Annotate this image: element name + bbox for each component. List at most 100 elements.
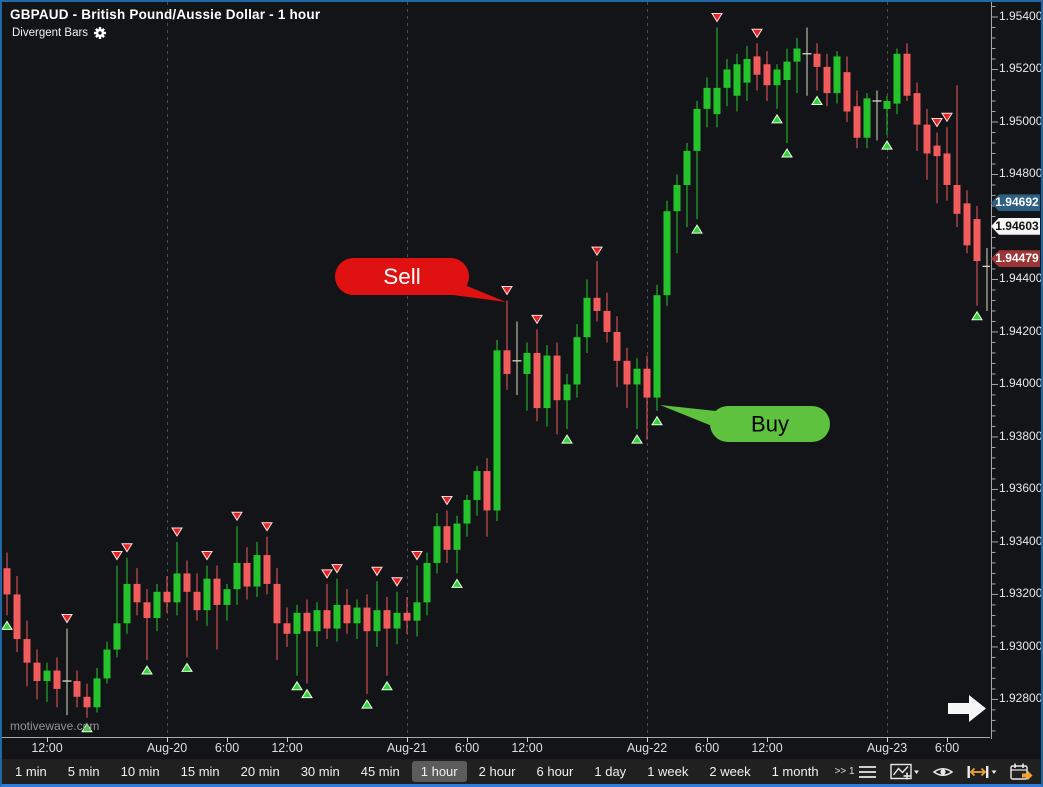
ask-price-tag: 1.94479: [991, 250, 1040, 268]
candle: [982, 247, 990, 311]
timeframe-15-min[interactable]: 15 min: [180, 764, 220, 779]
divergent-up-marker: [691, 224, 703, 234]
timeframe-45-min[interactable]: 45 min: [360, 764, 400, 779]
divergent-down-marker: [441, 495, 453, 506]
candle: [163, 576, 171, 613]
candlestick-chart: Sell Buy: [2, 2, 990, 737]
bar-width-icon[interactable]: [966, 764, 997, 780]
price-axis-label: 1.93400: [999, 533, 1043, 548]
candle: [73, 670, 81, 708]
divergent-down-marker: [201, 551, 213, 561]
divergent-up-marker: [881, 140, 893, 150]
divergent-up-marker: [651, 415, 663, 426]
candle: [933, 132, 941, 204]
price-axis-label: 1.94400: [999, 271, 1043, 286]
divergent-up-marker: [2, 620, 13, 630]
study-row: Divergent Bars: [12, 26, 107, 40]
candle: [653, 284, 661, 411]
candle: [743, 45, 751, 101]
divergent-up-marker: [381, 680, 393, 691]
candle: [503, 300, 511, 390]
timeframe-2-week[interactable]: 2 week: [709, 764, 751, 779]
candle: [943, 127, 951, 201]
candle: [193, 573, 201, 621]
timeframe-1-min[interactable]: 1 min: [15, 764, 47, 779]
calendar-icon[interactable]: [1010, 763, 1033, 781]
divergent-down-marker: [711, 12, 723, 23]
sell-annotation[interactable]: Sell: [335, 258, 506, 302]
timeframe-1-day[interactable]: 1 day: [594, 764, 627, 779]
candle: [773, 64, 781, 109]
candle: [243, 547, 251, 600]
price-axis-label: 1.93000: [999, 638, 1043, 653]
candle: [293, 604, 301, 676]
timeframe-2-hour[interactable]: 2 hour: [478, 764, 516, 779]
candle: [103, 641, 111, 684]
candle: [43, 662, 51, 703]
time-axis-label: 12:00: [31, 741, 63, 755]
timeframe-20-min[interactable]: 20 min: [240, 764, 280, 779]
candle: [973, 205, 981, 306]
timeframe-1-week[interactable]: 1 week: [647, 764, 689, 779]
bid-price-tag: 1.94692: [991, 194, 1040, 212]
divergent-down-marker: [591, 246, 603, 257]
timeframe-10-min[interactable]: 10 min: [120, 764, 160, 779]
timeframe-30-min[interactable]: 30 min: [300, 764, 340, 779]
chart-add-icon[interactable]: [890, 763, 920, 781]
candle: [223, 583, 231, 621]
candle: [83, 683, 91, 718]
candle: [693, 100, 701, 220]
chevron-down-icon: [914, 770, 919, 774]
time-axis-label: 6:00: [934, 741, 960, 755]
candle: [13, 576, 21, 653]
candle: [173, 541, 181, 616]
candle: [533, 329, 541, 422]
jump-to-latest-button[interactable]: [948, 695, 986, 722]
candle: [893, 48, 901, 115]
timeframe-toolbar: 1 min 5 min 10 min 15 min 20 min 30 min 45 min…: [2, 759, 1041, 784]
divergent-down-marker: [231, 511, 243, 522]
divergent-up-marker: [451, 578, 463, 588]
candle: [263, 536, 271, 595]
candle: [753, 43, 761, 91]
time-axis[interactable]: 12:00 Aug-20 6:00 12:00 Aug-21 6:00 12:00 Aug-2…: [2, 737, 990, 759]
candle: [433, 513, 441, 574]
candle: [403, 597, 411, 634]
timeframe-1-month[interactable]: 1 month: [771, 764, 819, 779]
candle: [53, 657, 61, 708]
price-axis-label: 1.95000: [999, 113, 1043, 128]
candle: [313, 602, 321, 647]
candle: [723, 58, 731, 107]
candle: [473, 465, 481, 516]
candle: [553, 342, 561, 435]
candle: [673, 174, 681, 254]
candle: [833, 51, 841, 104]
divergent-down-marker: [331, 564, 343, 574]
candle: [613, 316, 621, 388]
timeframe-1-hour[interactable]: 1 hour: [411, 761, 467, 782]
timeframe-5-min[interactable]: 5 min: [67, 764, 100, 779]
timeframe-overflow[interactable]: >> 1: [834, 766, 855, 777]
gear-icon[interactable]: [93, 26, 107, 40]
time-axis-label: 12:00: [511, 741, 543, 755]
candle: [373, 581, 381, 647]
buy-annotation[interactable]: Buy: [660, 405, 830, 442]
menu-icon[interactable]: [858, 765, 877, 779]
candle: [813, 43, 821, 91]
price-axis-label: 1.95400: [999, 9, 1043, 23]
candle: [863, 93, 871, 149]
timeframe-6-hour[interactable]: 6 hour: [536, 764, 574, 779]
candle: [253, 541, 261, 598]
study-label: Divergent Bars: [12, 27, 89, 39]
price-axis-label: 1.94000: [999, 376, 1043, 391]
chart-plot-area[interactable]: Sell Buy GBPAUD - British Pound/Aussie Do…: [2, 2, 990, 737]
price-axis-label: 1.93600: [999, 481, 1043, 496]
price-axis[interactable]: 1.95400 1.95200 1.95000 1.94800 1.94400 1.942…: [990, 2, 1041, 759]
divergent-down-marker: [531, 314, 543, 325]
price-axis-label: 1.95200: [999, 61, 1043, 76]
price-axis-label: 1.93800: [999, 428, 1043, 443]
eye-icon[interactable]: [933, 765, 953, 779]
candle: [483, 457, 491, 537]
candle: [953, 85, 961, 227]
